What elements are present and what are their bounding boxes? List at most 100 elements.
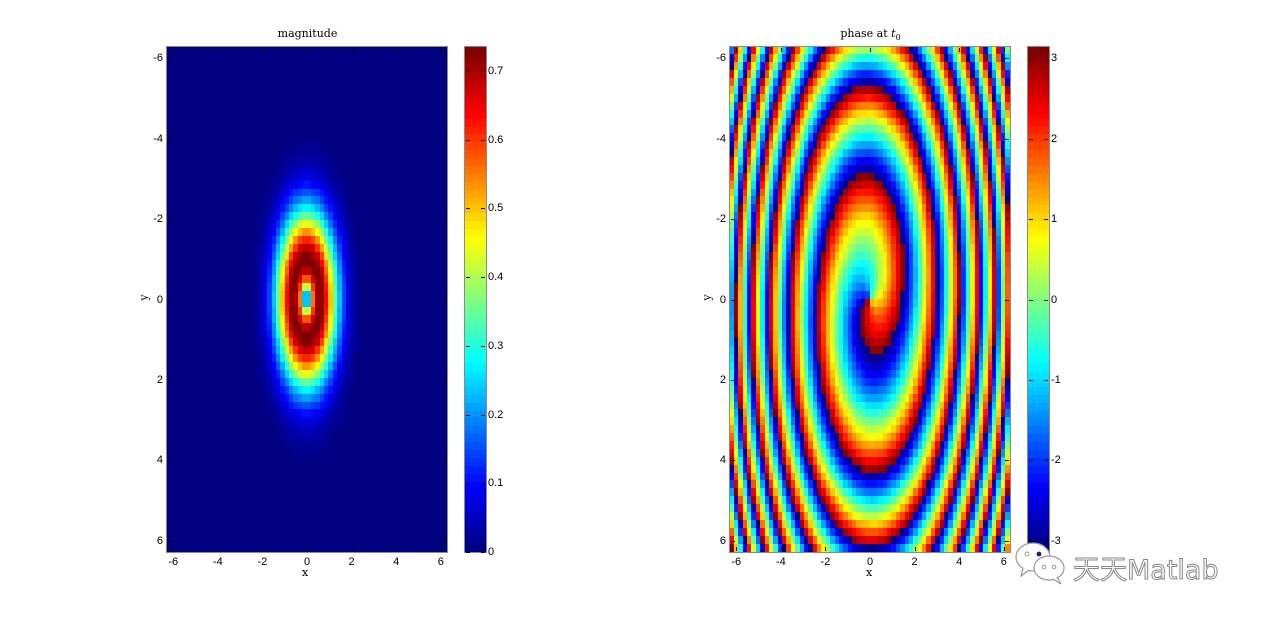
x-tick-mark <box>440 547 442 551</box>
x-tick-mark <box>1003 547 1005 551</box>
y-tick-mark <box>442 379 446 381</box>
y-tick-mark <box>168 299 172 301</box>
colorbar-tick-label: 0.7 <box>488 65 504 78</box>
colorbar-tick-mark <box>1029 58 1033 60</box>
x-tick-label: 0 <box>866 556 874 568</box>
y-tick-mark <box>1005 299 1009 301</box>
x-tick-mark <box>440 48 442 52</box>
x-tick-label: -6 <box>731 556 742 568</box>
phase-title-text: phase at <box>840 27 892 40</box>
x-tick-label: 2 <box>348 556 355 568</box>
colorbar-tick-label: 3 <box>1051 52 1058 65</box>
x-tick-mark <box>262 547 264 551</box>
colorbar-tick-mark <box>1029 460 1033 462</box>
x-tick-label: 4 <box>393 556 400 568</box>
x-tick-label: 4 <box>956 556 963 568</box>
colorbar-tick-mark <box>1044 219 1048 221</box>
colorbar-tick-mark <box>1029 219 1033 221</box>
x-tick-mark <box>307 547 308 551</box>
phase-heatmap <box>729 46 1011 553</box>
colorbar-tick-mark <box>1044 540 1048 542</box>
y-tick-mark <box>731 460 735 462</box>
y-tick-mark <box>731 299 735 301</box>
colorbar-tick-mark <box>1029 138 1033 140</box>
colorbar-tick-mark <box>466 277 470 279</box>
x-tick-mark <box>870 547 871 551</box>
x-tick-label: -2 <box>820 556 831 568</box>
phase-xlabel: x <box>866 566 873 579</box>
x-tick-mark <box>396 547 398 551</box>
magnitude-colorbar-canvas <box>465 47 486 552</box>
colorbar-tick-mark <box>481 483 485 485</box>
x-tick-mark <box>351 547 353 551</box>
x-tick-mark <box>780 547 782 551</box>
y-tick-label: -6 <box>153 52 163 65</box>
y-tick-mark <box>168 379 172 381</box>
phase-canvas <box>730 47 1010 552</box>
colorbar-tick-mark <box>481 414 485 416</box>
colorbar-tick-mark <box>481 277 485 279</box>
y-tick-mark <box>442 138 446 140</box>
y-tick-label: 2 <box>156 373 163 386</box>
colorbar-tick-label: 1 <box>1051 213 1058 226</box>
colorbar-tick-mark <box>481 71 485 73</box>
colorbar-tick-mark <box>1044 460 1048 462</box>
x-tick-mark <box>351 48 353 52</box>
phase-ylabel: y <box>700 294 714 301</box>
y-tick-mark <box>731 58 735 60</box>
colorbar-tick-mark <box>466 552 470 553</box>
y-tick-mark <box>168 219 172 221</box>
colorbar-tick-mark <box>466 71 470 73</box>
phase-title-sub: 0 <box>895 33 901 43</box>
x-tick-mark <box>217 547 219 551</box>
colorbar-tick-label: -1 <box>1051 373 1061 386</box>
x-tick-label: 2 <box>911 556 918 568</box>
x-tick-mark <box>870 48 871 52</box>
y-tick-label: -4 <box>153 132 163 145</box>
colorbar-tick-label: 0 <box>1051 293 1058 306</box>
colorbar-tick-mark <box>481 345 485 347</box>
y-tick-label: -6 <box>716 52 726 65</box>
y-tick-mark <box>1005 138 1009 140</box>
y-tick-mark <box>1005 460 1009 462</box>
x-tick-label: -4 <box>212 556 223 568</box>
y-tick-label: -2 <box>716 213 726 226</box>
x-tick-mark <box>914 48 916 52</box>
y-tick-mark <box>731 219 735 221</box>
y-tick-label: 4 <box>156 454 163 467</box>
colorbar-tick-mark <box>481 208 485 210</box>
colorbar-tick-label: 0.6 <box>488 133 504 146</box>
y-tick-mark <box>731 379 735 381</box>
y-tick-label: 0 <box>156 293 163 306</box>
y-tick-mark <box>442 460 446 462</box>
y-tick-label: -2 <box>153 213 163 226</box>
colorbar-tick-mark <box>466 208 470 210</box>
colorbar-tick-label: 0.3 <box>488 339 504 352</box>
phase-title-var: t <box>891 27 896 40</box>
y-tick-mark <box>168 540 172 542</box>
y-tick-label: 6 <box>156 534 163 547</box>
x-tick-mark <box>825 547 827 551</box>
x-tick-mark <box>780 48 782 52</box>
phase-colorbar-canvas <box>1028 47 1049 552</box>
colorbar-tick-label: 2 <box>1051 132 1058 145</box>
colorbar-tick-mark <box>1029 540 1033 542</box>
y-tick-mark <box>168 58 172 60</box>
magnitude-colorbar <box>464 46 487 553</box>
y-tick-mark <box>442 58 446 60</box>
magnitude-canvas <box>167 47 447 552</box>
colorbar-tick-mark <box>1044 138 1048 140</box>
y-tick-mark <box>168 460 172 462</box>
y-tick-mark <box>442 219 446 221</box>
x-tick-mark <box>262 48 264 52</box>
x-tick-mark <box>959 547 961 551</box>
colorbar-tick-mark <box>466 345 470 347</box>
x-tick-label: 0 <box>303 556 311 568</box>
y-tick-mark <box>442 540 446 542</box>
y-tick-mark <box>442 299 446 301</box>
x-tick-label: -6 <box>168 556 179 568</box>
phase-title: phase at t0 <box>730 27 1011 42</box>
colorbar-tick-mark <box>1044 58 1048 60</box>
x-tick-label: -4 <box>775 556 786 568</box>
x-tick-mark <box>825 48 827 52</box>
